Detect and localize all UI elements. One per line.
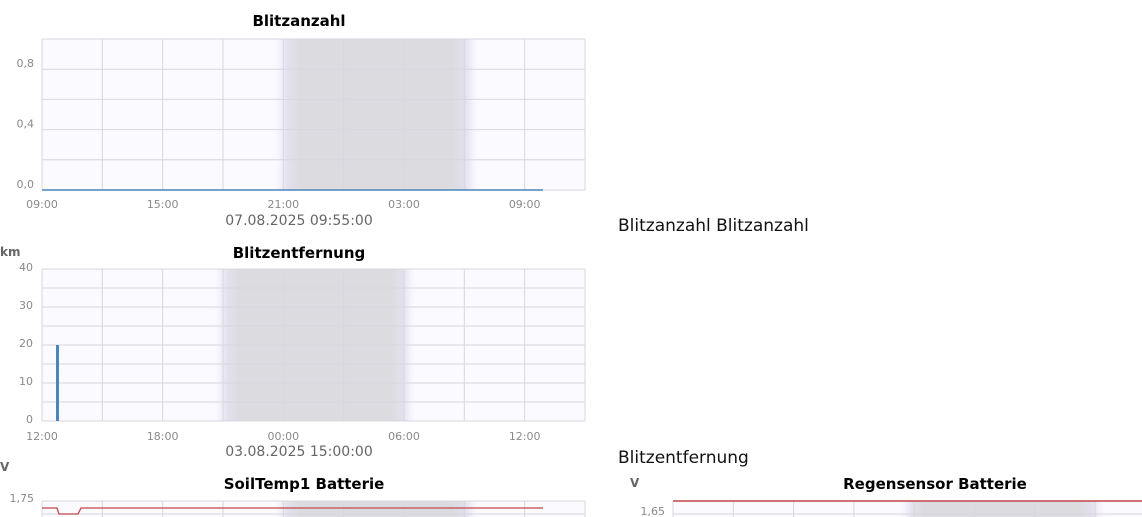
side-label-blitzanzahl: Blitzanzahl Blitzanzahl xyxy=(618,216,809,236)
y-tick-label: 0,0 xyxy=(17,178,35,191)
data-bar xyxy=(56,345,59,421)
y-tick-label: 10 xyxy=(19,375,33,388)
y-tick-label: 1,75 xyxy=(10,492,35,505)
chart-title: Blitzentfernung xyxy=(233,244,366,262)
x-tick-label: 15:00 xyxy=(147,198,179,211)
y-tick-label: 40 xyxy=(19,261,33,274)
chart-timestamp: 03.08.2025 15:00:00 xyxy=(225,444,373,460)
data-line xyxy=(42,507,543,515)
night-shading xyxy=(275,39,478,190)
y-tick-label: 0,4 xyxy=(17,118,35,131)
night-shading xyxy=(275,501,478,517)
x-tick-label: 18:00 xyxy=(147,430,179,443)
chart-blitzanzahl: Blitzanzahl 0,0 0,4 0,8 09:00 15:00 21:00 03:0… xyxy=(17,12,586,229)
y-tick-label: 1,65 xyxy=(641,505,666,517)
chart-soiltemp1-batterie: V SoilTemp1 Batterie 1,75 xyxy=(0,460,586,517)
y-tick-label: 0,8 xyxy=(17,57,35,70)
x-tick-label: 06:00 xyxy=(388,430,420,443)
y-tick-label: 30 xyxy=(19,299,33,312)
side-label-blitzentfernung: Blitzentfernung xyxy=(618,448,749,468)
y-tick-label: 20 xyxy=(19,337,33,350)
night-shading xyxy=(900,501,1105,517)
x-tick-label: 00:00 xyxy=(267,430,299,443)
y-unit-label: km xyxy=(0,245,20,259)
y-unit-label: V xyxy=(0,460,10,474)
x-tick-label: 12:00 xyxy=(26,430,58,443)
chart-regensensor-batterie: V Regensensor Batterie 1,65 xyxy=(630,475,1142,517)
x-tick-label: 03:00 xyxy=(388,198,420,211)
y-unit-label: V xyxy=(630,476,640,490)
chart-timestamp: 07.08.2025 09:55:00 xyxy=(225,213,373,229)
chart-title: Regensensor Batterie xyxy=(843,475,1027,493)
x-tick-label: 12:00 xyxy=(509,430,541,443)
x-tick-label: 09:00 xyxy=(509,198,541,211)
chart-title: SoilTemp1 Batterie xyxy=(224,475,385,493)
chart-title: Blitzanzahl xyxy=(252,12,345,30)
x-tick-label: 09:00 xyxy=(26,198,58,211)
x-tick-label: 21:00 xyxy=(267,198,299,211)
chart-blitzentfernung: km Blitzentfernung 0 10 20 30 40 12:00 18:00 00… xyxy=(0,244,586,460)
y-tick-label: 0 xyxy=(26,413,33,426)
